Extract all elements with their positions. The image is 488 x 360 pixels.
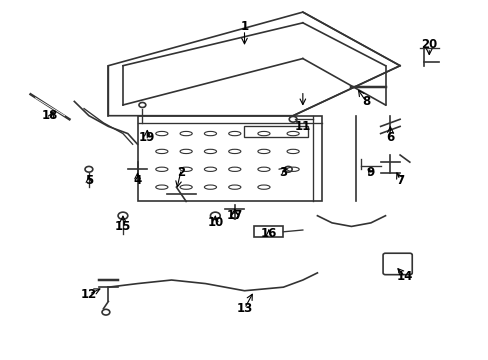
Text: 20: 20 (420, 38, 436, 51)
Text: 18: 18 (42, 109, 58, 122)
Text: 1: 1 (240, 20, 248, 33)
Text: 14: 14 (396, 270, 412, 283)
Text: 7: 7 (395, 174, 403, 186)
Text: 16: 16 (260, 227, 276, 240)
Text: 3: 3 (279, 166, 287, 179)
Text: 17: 17 (226, 209, 243, 222)
Text: 13: 13 (236, 302, 252, 315)
Text: 2: 2 (177, 166, 185, 179)
Text: 9: 9 (366, 166, 374, 179)
Text: 8: 8 (361, 95, 369, 108)
Text: 19: 19 (139, 131, 155, 144)
Text: 5: 5 (84, 174, 93, 186)
Text: 11: 11 (294, 120, 310, 133)
Text: 6: 6 (386, 131, 394, 144)
Text: 15: 15 (115, 220, 131, 233)
Text: 10: 10 (207, 216, 223, 229)
Text: 12: 12 (81, 288, 97, 301)
Text: 4: 4 (133, 174, 142, 186)
